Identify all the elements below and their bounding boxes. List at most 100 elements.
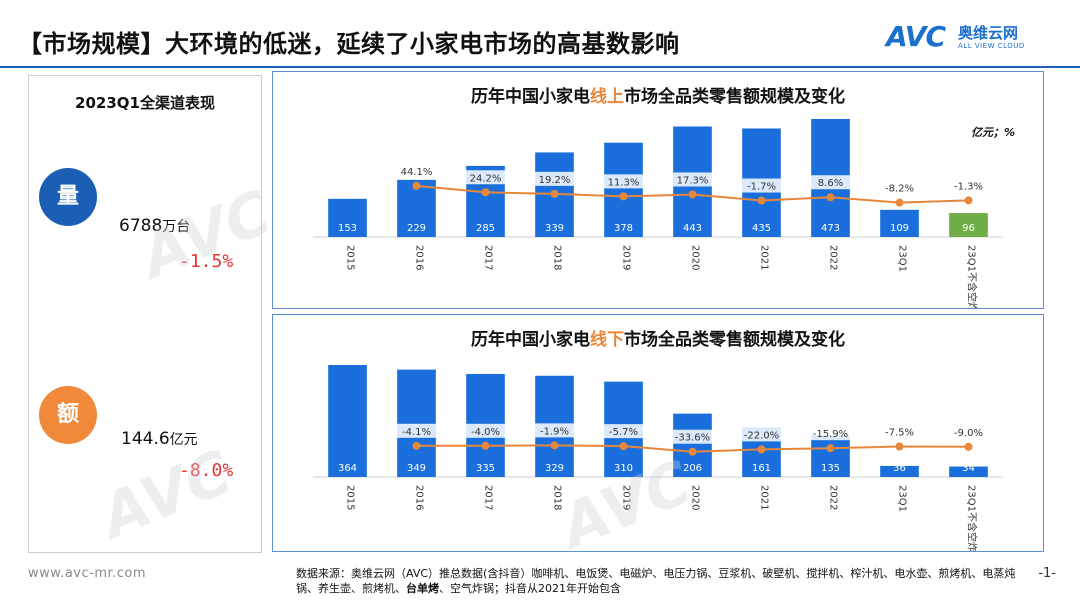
amount-value: 144.6亿元	[121, 429, 198, 449]
bar-value-label: 285	[476, 223, 495, 234]
bar-value-label: 135	[821, 463, 840, 474]
bar	[880, 209, 919, 237]
change-point	[964, 196, 973, 205]
bar	[949, 213, 988, 237]
change-label-bg	[741, 178, 782, 193]
change-point	[481, 441, 490, 450]
chart-title-post: 市场全品类零售额规模及变化	[624, 86, 845, 107]
bar-value-label: 109	[890, 223, 909, 234]
category-tick-label: 2022	[828, 245, 839, 270]
bar-value-label: 153	[338, 223, 357, 234]
change-label-bg	[534, 423, 575, 438]
change-label: 8.6%	[818, 178, 843, 189]
footer-source: 数据来源：奥维云网（AVC）推总数据(含抖音）咖啡机、电饭煲、电磁炉、电压力锅、…	[296, 566, 1026, 596]
change-label: -8.2%	[885, 184, 914, 195]
chart-title-pre: 历年中国小家电	[471, 86, 590, 107]
change-label-bg	[948, 178, 989, 193]
category-tick-label: 2021	[759, 245, 770, 270]
logo-en: ALL VIEW CLOUD	[958, 42, 1025, 50]
category-tick-label: 2016	[414, 245, 425, 270]
change-point	[550, 441, 559, 450]
bar-value-label: 329	[545, 463, 564, 474]
volume-change: -1.5%	[179, 251, 234, 272]
change-label-bg	[879, 180, 920, 195]
change-label-bg	[672, 172, 713, 187]
category-tick-label: 2018	[552, 245, 563, 270]
chart-title-highlight: 线上	[590, 86, 624, 107]
change-point	[619, 192, 628, 201]
chart-title-pre: 历年中国小家电	[471, 329, 590, 350]
change-label: -22.0%	[744, 430, 779, 441]
category-tick-label: 23Q1不含空炸	[966, 245, 979, 308]
category-tick-label: 2020	[690, 245, 701, 270]
bar-value-label: 161	[752, 463, 771, 474]
change-label: -7.5%	[885, 428, 914, 439]
change-point	[412, 181, 421, 190]
change-label: 19.2%	[539, 175, 571, 186]
summary-title: 2023Q1全渠道表现	[75, 94, 215, 112]
bar	[328, 365, 367, 477]
amount-icon: 额	[39, 386, 97, 444]
change-point	[964, 442, 973, 451]
change-label: 24.2%	[470, 173, 502, 184]
category-tick-label: 2015	[345, 245, 356, 270]
bar	[397, 369, 436, 477]
change-point	[688, 190, 697, 199]
change-label-bg	[465, 170, 506, 185]
category-tick-label: 2019	[621, 485, 632, 510]
volume-icon: 量	[39, 168, 97, 226]
online-chart-panel: 历年中国小家电线上市场全品类零售额规模及变化亿元；% 153 2015 229 2016…	[272, 71, 1044, 309]
change-label-bg	[810, 426, 851, 441]
page-title: 【市场规模】大环境的低迷，延续了小家电市场的高基数影响	[18, 30, 680, 58]
change-label: 44.1%	[401, 167, 433, 178]
bar-value-label: 229	[407, 223, 426, 234]
change-point	[895, 442, 904, 451]
category-tick-label: 2022	[828, 485, 839, 510]
bar	[328, 198, 367, 237]
change-label-bg	[948, 424, 989, 439]
bar-value-label: 339	[545, 223, 564, 234]
chart-title-highlight: 线下	[590, 329, 624, 350]
change-label-bg	[396, 423, 437, 438]
change-label-bg	[741, 427, 782, 442]
bar-value-label: 36	[893, 463, 906, 474]
category-tick-label: 23Q1	[897, 485, 908, 512]
unit-label: 亿元；%	[971, 126, 1015, 139]
category-tick-label: 2015	[345, 485, 356, 510]
bar	[949, 466, 988, 477]
change-label-bg	[603, 174, 644, 189]
change-point	[412, 441, 421, 450]
change-label: -4.0%	[471, 427, 500, 438]
bar	[604, 142, 643, 237]
change-label: -9.0%	[954, 428, 983, 439]
category-tick-label: 23Q1	[897, 245, 908, 272]
amount-unit: 亿元	[169, 432, 198, 448]
volume-value: 6788万台	[119, 216, 190, 236]
change-label: -4.1%	[402, 427, 431, 438]
logo-cn: 奥维云网	[958, 24, 1019, 42]
change-point	[481, 188, 490, 197]
change-point	[895, 198, 904, 207]
bar	[673, 413, 712, 477]
bar-value-label: 473	[821, 223, 840, 234]
category-tick-label: 2020	[690, 485, 701, 510]
category-tick-label: 2018	[552, 485, 563, 510]
offline-chart-panel: 历年中国小家电线下市场全品类零售额规模及变化 364 2015 349 2016 335 2…	[272, 314, 1044, 552]
change-label: -33.6%	[675, 433, 710, 444]
change-label: -1.3%	[954, 181, 983, 192]
change-point	[757, 445, 766, 454]
change-label-bg	[672, 429, 713, 444]
source-suffix: 、空气炸锅；抖音从2021年开始包含	[439, 582, 621, 595]
bar-value-label: 310	[614, 463, 633, 474]
change-label: -1.9%	[540, 426, 569, 437]
change-point	[826, 193, 835, 202]
change-label: -1.7%	[747, 182, 776, 193]
bar-value-label: 206	[683, 463, 702, 474]
category-tick-label: 2017	[483, 485, 494, 510]
change-label-bg	[534, 171, 575, 186]
bar-value-label: 443	[683, 223, 702, 234]
footer-url[interactable]: www.avc-mr.com	[28, 566, 147, 581]
category-tick-label: 2021	[759, 485, 770, 510]
bar-value-label: 34	[962, 463, 975, 474]
